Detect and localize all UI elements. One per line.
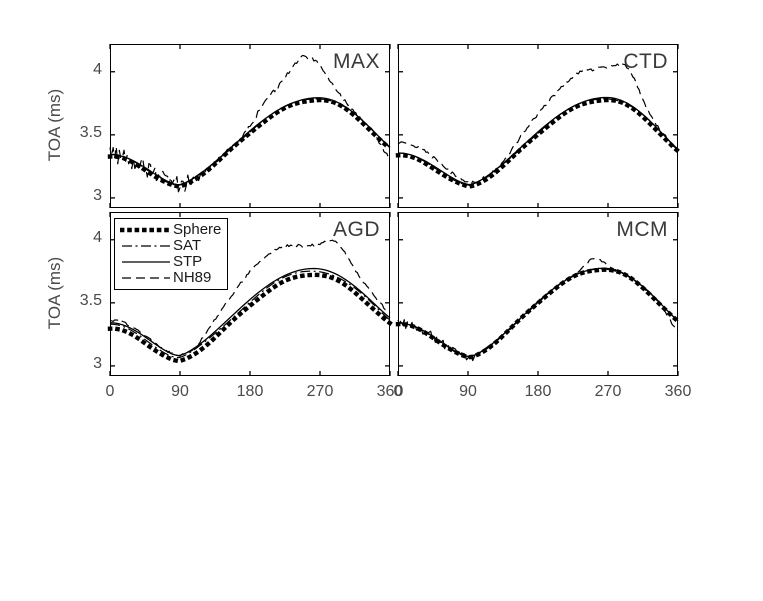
y-axis-label: TOA (ms) (45, 88, 64, 162)
series-line-sphere-agd (107, 272, 394, 364)
panel-plot-area (107, 212, 394, 376)
x-tick-label: 180 (524, 383, 552, 400)
y-tick-label: 4 (93, 228, 102, 246)
y-tick-label: 3.5 (79, 291, 102, 309)
y-axis-label: TOA (ms) (45, 256, 64, 330)
series-line-stp-mcm (397, 267, 679, 358)
x-tick-label: 180 (236, 383, 264, 400)
panel-title-agd: AGD (332, 218, 380, 241)
plot-panel-max: MAX (107, 44, 394, 208)
legend-item-sphere: Sphere (120, 222, 221, 238)
series-line-nh89-max (109, 54, 391, 193)
y-tick-label: 3.5 (79, 123, 102, 141)
legend-line-sample-nh89-icon (120, 271, 172, 285)
series-line-sphere-max (107, 97, 394, 189)
series-line-nh89-ctd (397, 62, 679, 185)
series-line-stp-agd (109, 267, 391, 357)
legend-line-sample-stp-icon (120, 255, 172, 269)
panel-plot-area (107, 44, 394, 208)
legend-line-sample-sat-icon (120, 239, 172, 253)
legend-label: NH89 (173, 269, 212, 286)
x-tick-label: 90 (171, 383, 189, 400)
legend-item-nh89: NH89 (120, 270, 221, 286)
x-tick-label: 360 (664, 383, 692, 400)
legend-label: Sphere (173, 221, 222, 238)
x-tick-label: 0 (393, 383, 403, 400)
panel-title-mcm: MCM (616, 218, 668, 241)
x-tick-label: 270 (594, 383, 622, 400)
panel-title-max: MAX (332, 50, 380, 73)
x-tick-label: 0 (105, 383, 115, 400)
x-tick-label: 270 (306, 383, 334, 400)
panel-plot-area (395, 44, 682, 208)
legend: Sphere SAT STP NH89 (114, 218, 229, 290)
series-line-sphere-ctd (395, 97, 682, 189)
y-tick-label: 4 (93, 60, 102, 78)
y-tick-label: 3 (93, 186, 102, 204)
legend-item-sat: SAT (120, 238, 221, 254)
series-line-sphere-mcm (395, 267, 682, 360)
legend-label: SAT (173, 237, 202, 254)
legend-label: STP (173, 253, 203, 270)
panel-plot-area (395, 212, 682, 376)
plot-panel-ctd: CTD (395, 44, 682, 208)
series-line-stp-ctd (397, 96, 679, 186)
legend-line-sample-sphere-icon (120, 223, 172, 237)
plot-panel-mcm: MCM (395, 212, 682, 376)
series-line-sat-agd (110, 270, 391, 359)
series-line-nh89-mcm (397, 258, 679, 362)
plot-panel-agd: AGD (107, 212, 394, 376)
panel-title-ctd: CTD (623, 50, 668, 73)
series-line-nh89-agd (109, 239, 391, 357)
x-tick-label: 90 (459, 383, 477, 400)
legend-item-stp: STP (120, 254, 221, 270)
x-tick-label: 360 (376, 383, 404, 400)
y-tick-label: 3 (93, 354, 102, 372)
